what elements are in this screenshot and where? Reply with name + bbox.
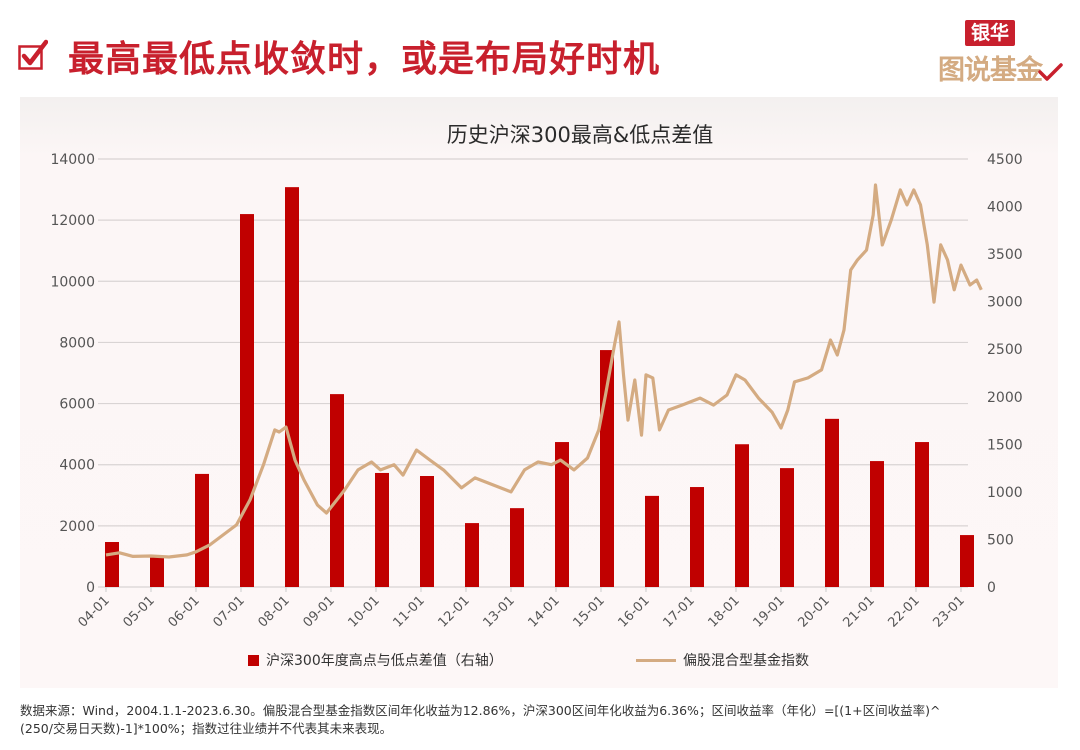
x-tick-label: 06-01 <box>166 593 203 630</box>
legend-item-bar: 沪深300年度高点与低点差值（右轴） <box>248 650 503 670</box>
bar <box>105 542 119 587</box>
left-tick-label: 4000 <box>59 458 95 474</box>
right-tick-label: 500 <box>987 532 1014 548</box>
bar <box>420 476 434 587</box>
bar <box>780 468 794 587</box>
footnote-line-1: 数据来源：Wind，2004.1.1-2023.6.30。偏股混合型基金指数区间… <box>20 703 941 718</box>
bar <box>735 444 749 587</box>
chart-title: 历史沪深300最高&低点差值 <box>446 123 714 147</box>
brand-name: 银华 <box>965 20 1016 46</box>
bar <box>330 394 344 587</box>
bar <box>195 473 209 587</box>
left-tick-label: 6000 <box>59 397 95 413</box>
x-tick-label: 10-01 <box>346 593 383 630</box>
bar <box>960 535 974 587</box>
brand-logo: 银华 图说基金 <box>935 12 1065 86</box>
x-tick-label: 18-01 <box>706 593 743 630</box>
left-tick-label: 2000 <box>59 519 95 535</box>
bar <box>240 214 254 587</box>
x-tick-label: 12-01 <box>436 593 473 630</box>
x-tick-label: 23-01 <box>931 593 968 630</box>
bar <box>825 418 839 587</box>
x-tick-label: 13-01 <box>481 593 518 630</box>
line-series <box>105 183 983 559</box>
x-tick-label: 22-01 <box>886 593 923 630</box>
x-tick-label: 20-01 <box>796 593 833 630</box>
legend-item-line: 偏股混合型基金指数 <box>636 650 809 670</box>
right-y-axis: 0 500 1000 1500 2000 2500 3000 3500 4000 4500 <box>987 152 1023 596</box>
right-tick-label: 3000 <box>987 295 1023 311</box>
x-tick-label: 07-01 <box>211 593 248 630</box>
left-tick-label: 12000 <box>50 213 95 229</box>
page-title: 最高最低点收敛时，或是布局好时机 <box>68 39 661 80</box>
bar <box>555 442 569 587</box>
checkbox-checked-icon <box>18 39 48 70</box>
right-tick-label: 4000 <box>987 200 1023 216</box>
right-tick-label: 1500 <box>987 437 1023 453</box>
header: 最高最低点收敛时，或是布局好时机 银华 图说基金 <box>0 0 1080 96</box>
legend-label-bar: 沪深300年度高点与低点差值（右轴） <box>266 653 503 669</box>
legend: 沪深300年度高点与低点差值（右轴） 偏股混合型基金指数 <box>0 650 1080 674</box>
x-tick-label: 19-01 <box>751 593 788 630</box>
bar <box>465 523 479 587</box>
line-swatch-icon <box>636 658 676 662</box>
bar <box>510 508 524 587</box>
bar <box>870 461 884 587</box>
x-axis: 04-01 05-01 06-01 07-01 08-01 09-01 10-01 11-01… <box>76 587 968 631</box>
right-tick-label: 2500 <box>987 342 1023 358</box>
bar-swatch-icon <box>248 654 259 666</box>
x-tick-label: 16-01 <box>616 593 653 630</box>
bar <box>915 442 929 587</box>
x-tick-label: 09-01 <box>301 593 338 630</box>
right-tick-label: 2000 <box>987 390 1023 406</box>
bar <box>690 487 704 587</box>
x-tick-label: 21-01 <box>841 593 878 630</box>
right-tick-label: 4500 <box>987 152 1023 168</box>
left-tick-label: 0 <box>86 580 95 596</box>
bar <box>645 495 659 587</box>
brand-slogan: 图说基金 <box>938 55 1043 86</box>
legend-label-line: 偏股混合型基金指数 <box>683 653 809 669</box>
chart-panel <box>20 97 1058 688</box>
x-tick-label: 04-01 <box>76 593 113 630</box>
right-tick-label: 3500 <box>987 247 1023 263</box>
x-tick-label: 17-01 <box>661 593 698 630</box>
left-y-axis: 0 2000 4000 6000 8000 10000 12000 14000 <box>50 152 95 596</box>
x-tick-label: 11-01 <box>391 593 428 630</box>
left-tick-label: 14000 <box>50 152 95 168</box>
footnote: 数据来源：Wind，2004.1.1-2023.6.30。偏股混合型基金指数区间… <box>20 702 1070 738</box>
left-tick-label: 10000 <box>50 274 95 290</box>
x-tick-label: 14-01 <box>526 593 563 630</box>
brand-check-icon <box>1038 63 1063 81</box>
bar <box>150 557 164 587</box>
right-tick-label: 1000 <box>987 485 1023 501</box>
footnote-line-2: (250/交易日天数)-1]*100%；指数过往业绩并不代表其未来表现。 <box>20 721 393 736</box>
combo-chart: 0 2000 4000 6000 8000 10000 12000 14000 0 500 100… <box>50 152 1023 631</box>
right-tick-label: 0 <box>987 580 996 596</box>
left-tick-label: 8000 <box>59 335 95 351</box>
bar <box>285 187 299 587</box>
bar <box>375 472 389 587</box>
x-tick-label: 08-01 <box>256 593 293 630</box>
x-tick-label: 15-01 <box>571 593 608 630</box>
x-tick-label: 05-01 <box>121 593 158 630</box>
